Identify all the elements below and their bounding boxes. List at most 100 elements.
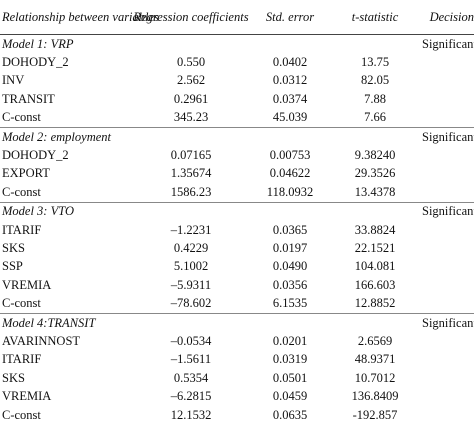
cell-value: 0.0356 xyxy=(272,277,308,292)
column-header: Relationship between variables xyxy=(0,0,159,35)
cell-value: 0.0319 xyxy=(272,352,308,367)
data-row: C-const 12.1532 0.0635 -192.857 xyxy=(0,406,474,424)
variable-name: AVARINNOST xyxy=(2,333,81,348)
cell-value: 1.35674 xyxy=(170,166,212,181)
data-row: SKS 0.5354 0.0501 10.7012 xyxy=(0,369,474,387)
cell-value: 7.88 xyxy=(364,91,386,106)
data-row: SKS 0.4229 0.0197 22.1521 xyxy=(0,239,474,257)
cell-value: –5.9311 xyxy=(170,277,212,292)
column-header: t-statistic xyxy=(330,0,420,35)
variable-name: SKS xyxy=(2,240,25,255)
cell-value: –78.602 xyxy=(170,296,212,311)
cell-value: 345.23 xyxy=(173,110,209,125)
model-title: Model 1: VRP xyxy=(0,34,420,54)
empty-cell xyxy=(420,406,474,424)
cell-value: 0.0201 xyxy=(272,333,308,348)
empty-cell xyxy=(420,294,474,313)
data-row: VREMIA –5.9311 0.0356 166.603 xyxy=(0,276,474,294)
table-body: Model 1: VRP Significant DOHODY_2 0.550 0.04… xyxy=(0,34,474,425)
cell-value: 13.4378 xyxy=(354,184,396,199)
data-row: EXPORT 1.35674 0.04622 29.3526 xyxy=(0,165,474,183)
empty-cell xyxy=(420,276,474,294)
cell-value: 10.7012 xyxy=(354,370,396,385)
variable-name: C-const xyxy=(2,110,41,125)
cell-value: 12.8852 xyxy=(354,296,396,311)
cell-value: 0.550 xyxy=(176,55,206,70)
cell-value: 45.039 xyxy=(272,110,308,125)
model-title: Model 4:TRANSIT xyxy=(0,312,420,333)
data-row: AVARINNOST –0.0534 0.0201 2.6569 xyxy=(0,332,474,350)
decision: Significant xyxy=(420,126,474,147)
empty-cell xyxy=(420,332,474,350)
cell-value: 0.0197 xyxy=(272,240,308,255)
cell-value: 0.2961 xyxy=(173,91,209,106)
column-header: Std. error xyxy=(250,0,330,35)
variable-name: EXPORT xyxy=(2,166,50,181)
cell-value: 6.1535 xyxy=(272,296,308,311)
cell-value: 82.05 xyxy=(360,73,390,88)
decision: Significant xyxy=(420,201,474,221)
empty-cell xyxy=(420,109,474,128)
cell-value: 0.0501 xyxy=(272,370,308,385)
decision: Significant xyxy=(420,312,474,333)
variable-name: ITARIF xyxy=(2,352,42,367)
data-row: INV 2.562 0.0312 82.05 xyxy=(0,72,474,90)
model-title: Model 3: VTO xyxy=(0,201,420,221)
cell-value: 0.0635 xyxy=(272,407,308,422)
model-row: Model 2: employment Significant xyxy=(0,126,474,147)
cell-value: 0.5354 xyxy=(173,370,209,385)
empty-cell xyxy=(420,369,474,387)
variable-name: C-const xyxy=(2,296,41,311)
cell-value: 0.4229 xyxy=(173,240,209,255)
cell-value: –1.5611 xyxy=(170,352,212,367)
cell-value: –0.0534 xyxy=(170,333,212,348)
cell-value: 0.0402 xyxy=(272,55,308,70)
empty-cell xyxy=(420,183,474,202)
cell-value: 0.0374 xyxy=(272,91,308,106)
cell-value: 0.07165 xyxy=(170,148,212,163)
model-row: Model 3: VTO Significant xyxy=(0,201,474,221)
empty-cell xyxy=(420,72,474,90)
cell-value: 5.1002 xyxy=(173,259,209,274)
variable-name: DOHODY_2 xyxy=(2,148,69,163)
variable-name: INV xyxy=(2,73,25,88)
data-row: C-const 1586.23 118.0932 13.4378 xyxy=(0,183,474,202)
variable-name: C-const xyxy=(2,184,41,199)
empty-cell xyxy=(420,239,474,257)
variable-name: ITARIF xyxy=(2,222,42,237)
cell-value: 2.6569 xyxy=(357,333,393,348)
variable-name: TRANSIT xyxy=(2,91,55,106)
model-title: Model 2: employment xyxy=(0,126,420,147)
cell-value: 166.603 xyxy=(354,277,396,292)
cell-value: 13.75 xyxy=(360,55,390,70)
model-row: Model 1: VRP Significant xyxy=(0,34,474,54)
decision: Significant xyxy=(420,34,474,54)
cell-value: 48.9371 xyxy=(354,352,396,367)
cell-value: 2.562 xyxy=(176,73,206,88)
variable-name: SSP xyxy=(2,259,23,274)
empty-cell xyxy=(420,90,474,108)
cell-value: 0.04622 xyxy=(269,166,311,181)
empty-cell xyxy=(420,221,474,239)
empty-cell xyxy=(420,53,474,71)
empty-cell xyxy=(420,165,474,183)
empty-cell xyxy=(420,387,474,405)
cell-value: 1586.23 xyxy=(170,184,212,199)
data-row: ITARIF –1.5611 0.0319 48.9371 xyxy=(0,351,474,369)
data-row: VREMIA –6.2815 0.0459 136.8409 xyxy=(0,387,474,405)
empty-cell xyxy=(420,351,474,369)
variable-name: SKS xyxy=(2,370,25,385)
data-row: ITARIF –1.2231 0.0365 33.8824 xyxy=(0,221,474,239)
cell-value: 12.1532 xyxy=(170,407,212,422)
cell-value: 33.8824 xyxy=(354,222,396,237)
data-row: DOHODY_2 0.550 0.0402 13.75 xyxy=(0,53,474,71)
column-header: Regression coefficients xyxy=(132,0,250,35)
cell-value: –6.2815 xyxy=(170,389,212,404)
results-table: Relationship between variables Regression… xyxy=(0,0,474,425)
cell-value: 118.0932 xyxy=(266,184,314,199)
cell-value: 0.00753 xyxy=(269,148,311,163)
data-row: SSP 5.1002 0.0490 104.081 xyxy=(0,258,474,276)
cell-value: -192.857 xyxy=(352,407,398,422)
data-row: TRANSIT 0.2961 0.0374 7.88 xyxy=(0,90,474,108)
